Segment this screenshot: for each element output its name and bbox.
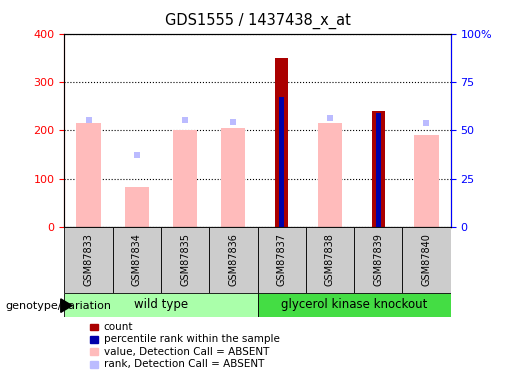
Text: count: count	[104, 322, 133, 332]
Bar	[275, 58, 288, 227]
Bar	[354, 227, 402, 292]
Bar	[113, 227, 161, 292]
Text: wild type: wild type	[134, 298, 188, 311]
Bar	[64, 227, 113, 292]
Bar	[64, 292, 258, 317]
Bar	[76, 123, 100, 227]
Polygon shape	[61, 299, 72, 312]
Bar	[402, 227, 451, 292]
Bar	[90, 336, 97, 343]
Text: value, Detection Call = ABSENT: value, Detection Call = ABSENT	[104, 347, 269, 357]
Text: GSM87833: GSM87833	[83, 233, 94, 286]
Text: GDS1555 / 1437438_x_at: GDS1555 / 1437438_x_at	[165, 13, 350, 29]
Bar	[376, 113, 381, 227]
Text: rank, Detection Call = ABSENT: rank, Detection Call = ABSENT	[104, 359, 264, 369]
Bar	[90, 348, 97, 355]
Text: percentile rank within the sample: percentile rank within the sample	[104, 334, 280, 344]
Bar	[90, 361, 97, 368]
Bar	[209, 227, 258, 292]
Bar	[258, 227, 306, 292]
Bar	[371, 111, 385, 227]
Bar	[318, 123, 342, 227]
Bar	[258, 292, 451, 317]
Bar	[279, 96, 284, 227]
Text: GSM87836: GSM87836	[228, 233, 238, 286]
Text: GSM87840: GSM87840	[421, 233, 432, 286]
Bar	[125, 187, 149, 227]
Bar	[90, 324, 97, 330]
Text: GSM87838: GSM87838	[325, 233, 335, 286]
Bar	[173, 130, 197, 227]
Bar	[221, 128, 246, 227]
Bar	[161, 227, 209, 292]
Text: GSM87837: GSM87837	[277, 233, 287, 286]
Text: GSM87839: GSM87839	[373, 233, 383, 286]
Text: genotype/variation: genotype/variation	[5, 301, 111, 310]
Text: glycerol kinase knockout: glycerol kinase knockout	[281, 298, 427, 311]
Bar	[415, 135, 439, 227]
Bar	[306, 227, 354, 292]
Text: GSM87835: GSM87835	[180, 233, 190, 286]
Text: GSM87834: GSM87834	[132, 233, 142, 286]
